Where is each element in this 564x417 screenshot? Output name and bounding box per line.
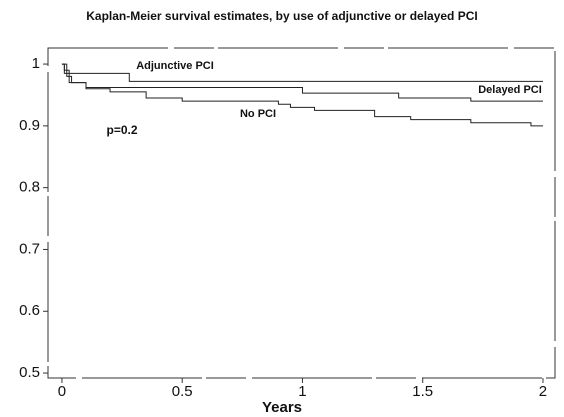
chart-title: Kaplan-Meier survival estimates, by use … — [86, 9, 477, 23]
y-tick-label: 0.7 — [19, 240, 40, 257]
series-label: No PCI — [240, 108, 276, 120]
x-tick-label: 1.5 — [412, 383, 433, 400]
x-tick-label: 0.5 — [172, 383, 193, 400]
y-tick-label: 1 — [32, 55, 40, 72]
survival-curve — [61, 63, 543, 102]
y-tick-label: 0.9 — [19, 117, 40, 134]
plot-frame — [47, 47, 556, 379]
annotation: p=0.2 — [106, 123, 137, 137]
x-tick-label: 0 — [58, 383, 66, 400]
x-axis-label: Years — [262, 399, 302, 416]
survival-curve — [61, 63, 543, 82]
series-label: Adjunctive PCI — [136, 60, 214, 72]
x-tick-label: 1 — [298, 383, 306, 400]
series-label: Delayed PCI — [478, 84, 542, 96]
survival-curve — [61, 63, 543, 127]
x-tick-label: 2 — [539, 383, 547, 400]
y-tick-label: 0.6 — [19, 302, 40, 319]
y-tick-label: 0.8 — [19, 179, 40, 196]
y-tick-label: 0.5 — [19, 364, 40, 381]
